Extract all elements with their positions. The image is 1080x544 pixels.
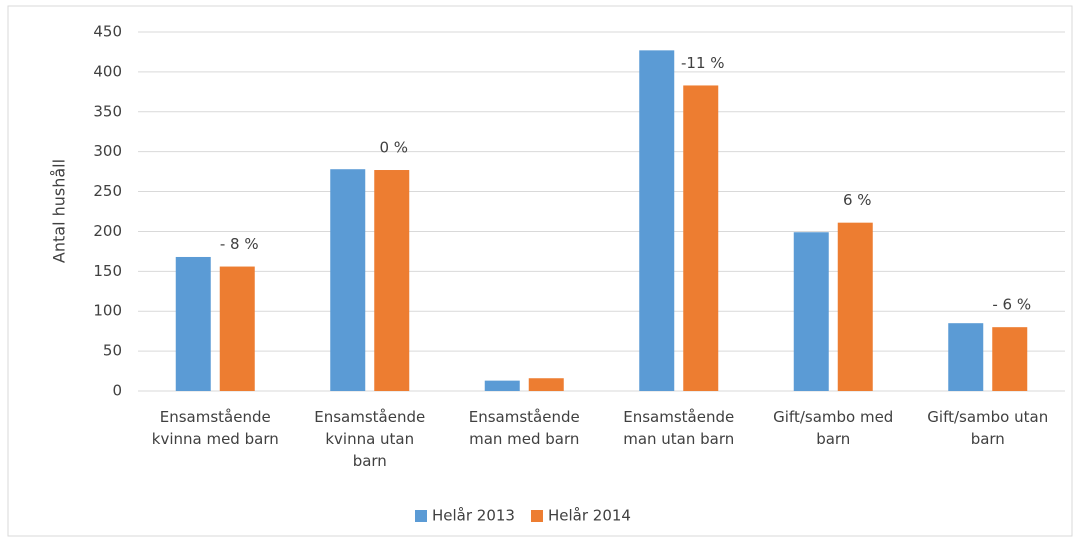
- legend-swatch: [530, 510, 543, 522]
- bar: [793, 232, 829, 391]
- y-axis-label: Antal hushåll: [50, 159, 69, 263]
- bar: [528, 378, 564, 391]
- legend-label: Helår 2014: [548, 507, 631, 525]
- x-tick-label: Ensamstående kvinna utan barn: [314, 408, 425, 470]
- y-tick-label: 450: [93, 23, 122, 41]
- bar: [639, 50, 675, 392]
- y-tick-label: 400: [93, 62, 122, 80]
- y-tick-label: 50: [103, 342, 122, 360]
- legend-swatch: [415, 510, 427, 522]
- bar: [175, 256, 211, 391]
- bar: [484, 380, 520, 391]
- y-tick-label: 200: [93, 222, 122, 240]
- bar: [683, 85, 719, 391]
- bar: [837, 222, 873, 391]
- bar: [219, 266, 255, 391]
- x-tick-label: Ensamstående man utan barn: [623, 408, 734, 448]
- y-tick-label: 350: [93, 102, 122, 120]
- y-tick-label: 100: [93, 302, 122, 320]
- y-tick-label: 0: [112, 382, 122, 400]
- y-tick-label: 300: [93, 142, 122, 160]
- bar: [374, 170, 410, 391]
- annotation: 0 %: [379, 139, 408, 157]
- x-tick-label: Gift/sambo med barn: [773, 408, 893, 448]
- x-tick-label: Ensamstående kvinna med barn: [152, 408, 279, 448]
- annotation: -11 %: [681, 54, 725, 72]
- legend-label: Helår 2013: [432, 507, 515, 525]
- y-tick-label: 150: [93, 262, 122, 280]
- x-tick-label: Ensamstående man med barn: [469, 408, 580, 448]
- annotation: - 6 %: [992, 296, 1031, 314]
- annotation: 6 %: [843, 191, 872, 209]
- annotation: - 8 %: [220, 235, 259, 253]
- bar: [330, 169, 366, 391]
- bar: [948, 323, 984, 391]
- x-tick-label: Gift/sambo utan barn: [927, 408, 1048, 448]
- bar: [992, 327, 1028, 391]
- y-tick-label: 250: [93, 182, 122, 200]
